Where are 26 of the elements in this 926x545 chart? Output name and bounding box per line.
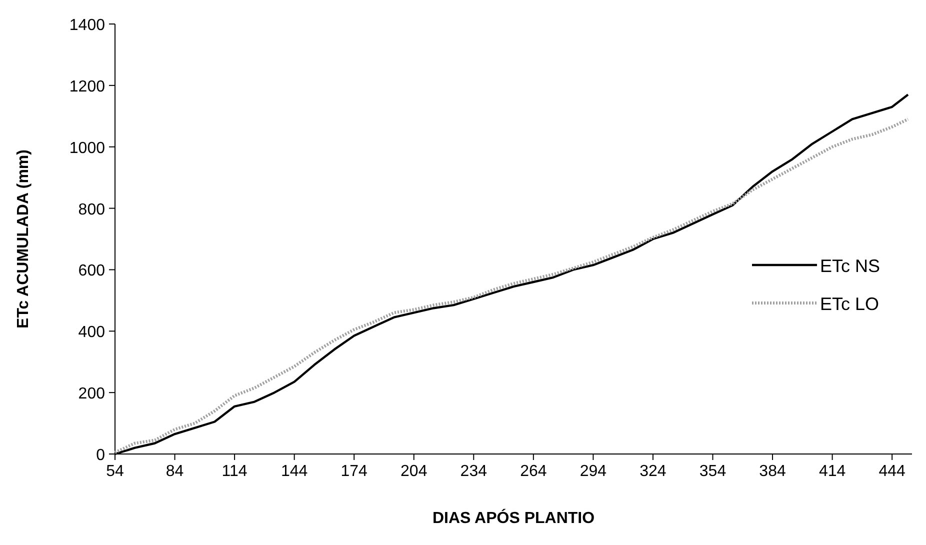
legend-label: ETc LO [820,294,880,314]
x-tick-label: 294 [580,463,607,480]
y-tick-label: 600 [78,262,106,280]
x-axis-title: DIAS APÓS PLANTIO [432,508,595,527]
x-tick-label: 144 [280,463,308,480]
y-tick-label: 1200 [69,78,106,96]
y-axis-title: ETc ACUMULADA (mm) [15,150,32,328]
y-tick-label: 1000 [69,140,106,157]
x-tick-label: 174 [340,463,368,480]
x-tick-label: 264 [520,463,547,480]
x-tick-label: 84 [166,463,184,480]
x-tick-label: 384 [759,463,786,480]
x-tick-label: 414 [818,463,846,480]
y-tick-label: 800 [78,201,106,218]
y-tick-label: 1400 [69,17,106,34]
legend-label: ETc NS [820,256,880,276]
x-tick-label: 444 [878,463,906,480]
x-tick-label: 354 [699,463,726,480]
y-tick-label: 400 [78,324,106,342]
y-tick-label: 0 [96,447,106,464]
y-tick-label: 200 [78,386,106,403]
x-tick-label: 54 [106,463,124,480]
x-tick-label: 324 [640,463,666,480]
x-tick-label: 114 [222,463,248,480]
x-tick-label: 204 [400,463,428,480]
x-tick-label: 234 [460,463,488,480]
